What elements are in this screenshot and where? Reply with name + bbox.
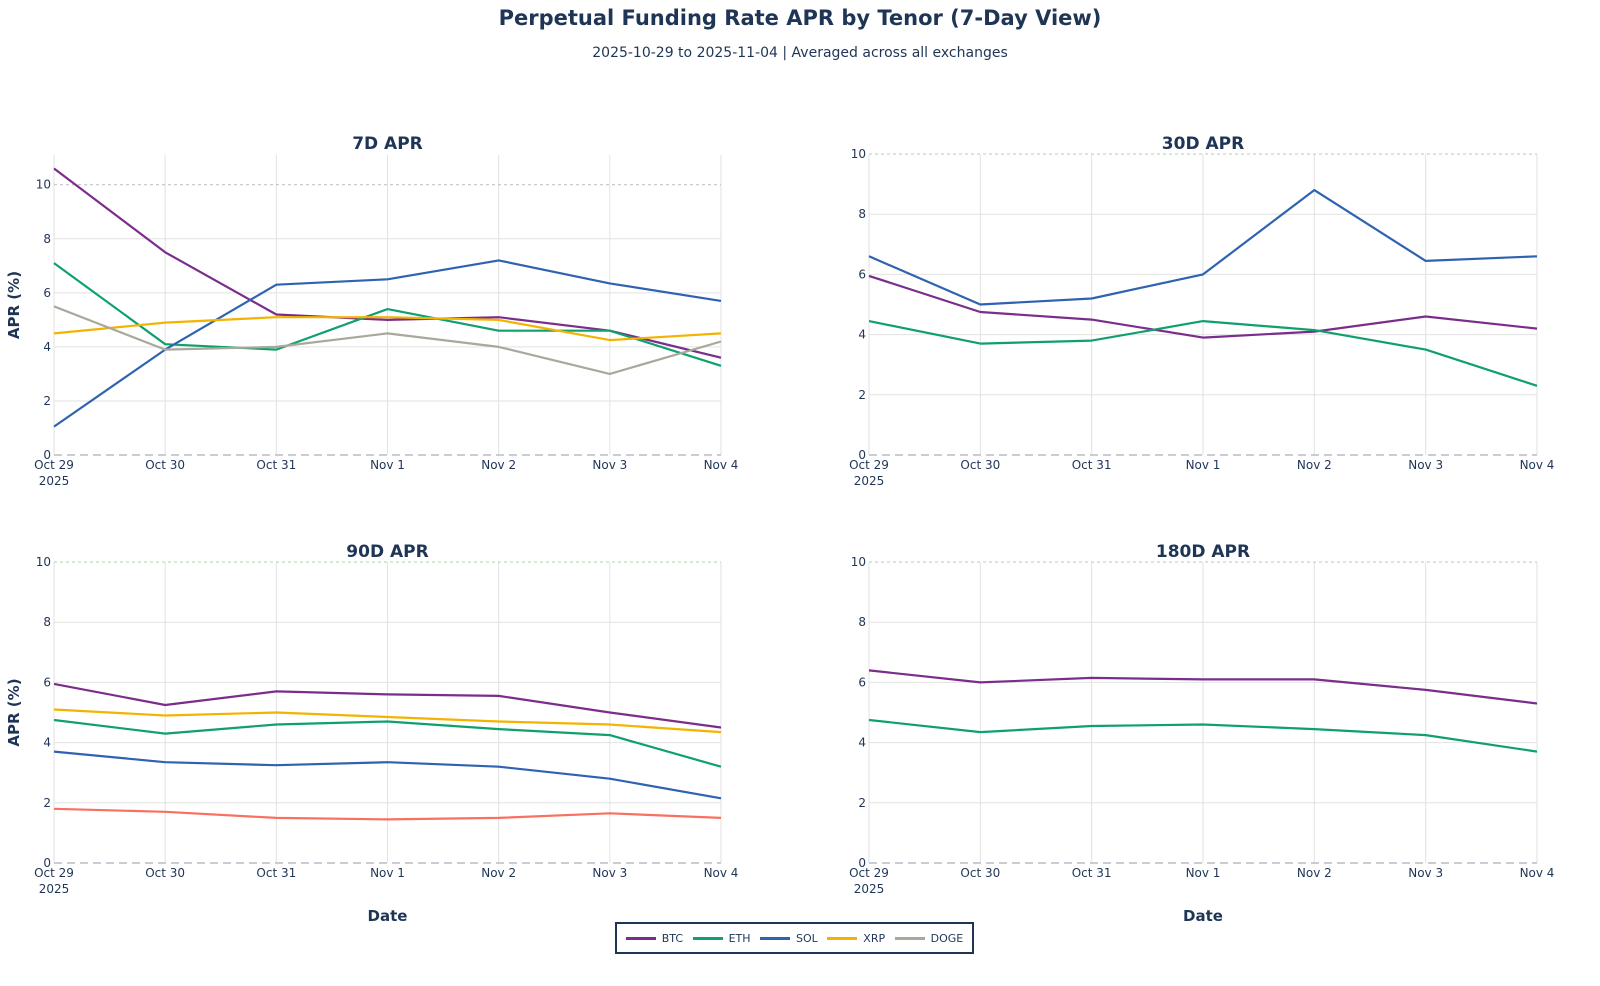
- x-tick-label: Nov 3: [1408, 458, 1443, 472]
- x-tick-label: Oct 29: [34, 458, 74, 472]
- series-line-doge: [53, 305, 722, 375]
- subplot-title: 180D APR: [1156, 542, 1250, 562]
- y-tick-label: 10: [36, 178, 51, 192]
- series-line-unnamed: [53, 807, 722, 821]
- y-tick-label: 8: [858, 615, 866, 629]
- legend-label: SOL: [796, 931, 818, 945]
- y-tick-label: 8: [858, 207, 866, 221]
- legend-label: XRP: [863, 931, 886, 945]
- x-tick-label: Oct 31: [256, 866, 296, 880]
- x-tick-label: Nov 3: [1408, 866, 1443, 880]
- y-tick-label: 6: [43, 286, 51, 300]
- legend-swatch: [692, 936, 723, 940]
- x-tick-label: Oct 31: [1072, 458, 1112, 472]
- y-tick-label: 4: [43, 340, 51, 354]
- x-tick-label: Nov 1: [370, 866, 405, 880]
- y-tick-label: 2: [858, 796, 866, 810]
- legend-item-sol[interactable]: SOL: [760, 932, 818, 945]
- x-tick-label: Oct 29: [849, 866, 889, 880]
- legend-swatch: [625, 936, 656, 940]
- figure-title: Perpetual Funding Rate APR by Tenor (7-D…: [498, 6, 1102, 30]
- x-tick-label: Oct 30: [960, 866, 1000, 880]
- x-tick-year: 2025: [39, 882, 70, 896]
- x-tick-label: Oct 30: [145, 866, 185, 880]
- y-tick-label: 0: [858, 856, 866, 870]
- x-tick-label: Nov 4: [1520, 866, 1555, 880]
- legend-swatch: [894, 936, 925, 940]
- x-tick-label: Nov 1: [1186, 866, 1221, 880]
- y-tick-label: 8: [43, 232, 51, 246]
- x-tick-label: Oct 30: [960, 458, 1000, 472]
- x-tick-label: Nov 2: [1297, 866, 1332, 880]
- x-tick-label: Oct 29: [34, 866, 74, 880]
- x-tick-year: 2025: [854, 882, 885, 896]
- x-tick-label: Oct 31: [256, 458, 296, 472]
- y-tick-label: 10: [36, 555, 51, 569]
- series-line-eth: [53, 718, 722, 768]
- y-tick-label: 10: [851, 147, 866, 161]
- series-line-eth: [868, 320, 1538, 387]
- x-tick-label: Nov 2: [1297, 458, 1332, 472]
- series-line-eth: [868, 718, 1538, 753]
- x-axis-label: Date: [368, 907, 408, 925]
- x-tick-year: 2025: [854, 474, 885, 488]
- x-tick-label: Nov 2: [481, 866, 516, 880]
- legend-swatch: [760, 936, 791, 940]
- y-tick-label: 2: [858, 388, 866, 402]
- y-tick-label: 0: [43, 856, 51, 870]
- y-axis-label: APR (%): [5, 271, 23, 339]
- y-tick-label: 4: [43, 736, 51, 750]
- y-tick-label: 8: [43, 615, 51, 629]
- x-tick-label: Nov 4: [1520, 458, 1555, 472]
- x-tick-label: Oct 30: [145, 458, 185, 472]
- subplot-title: 30D APR: [1162, 134, 1244, 154]
- subplot-title: 7D APR: [352, 134, 423, 154]
- series-line-eth: [53, 262, 722, 367]
- legend-swatch: [827, 936, 858, 940]
- x-tick-label: Nov 1: [1186, 458, 1221, 472]
- figure-subtitle: 2025-10-29 to 2025-11-04 | Averaged acro…: [592, 45, 1008, 61]
- legend-item-btc[interactable]: BTC: [625, 931, 684, 945]
- series-line-btc: [868, 274, 1538, 339]
- x-tick-label: Oct 31: [1072, 866, 1112, 880]
- x-tick-label: Nov 2: [481, 458, 516, 472]
- x-tick-label: Nov 3: [592, 458, 627, 472]
- y-axis-label: APR (%): [5, 678, 23, 746]
- x-tick-year: 2025: [39, 474, 70, 488]
- y-tick-label: 10: [851, 555, 866, 569]
- series-line-xrp: [53, 316, 722, 342]
- series-line-btc: [868, 669, 1538, 705]
- legend-label: ETH: [728, 931, 751, 945]
- y-tick-label: 4: [858, 328, 866, 342]
- legend-item-xrp[interactable]: XRP: [827, 932, 885, 945]
- x-axis-label: Date: [1183, 907, 1223, 925]
- legend-item-doge[interactable]: DOGE: [894, 931, 964, 945]
- y-tick-label: 6: [858, 267, 866, 281]
- legend: BTC ETH SOL XRP DOGE: [615, 922, 974, 954]
- x-tick-label: Oct 29: [849, 458, 889, 472]
- x-tick-label: Nov 1: [370, 458, 405, 472]
- y-tick-label: 0: [43, 448, 51, 462]
- y-tick-label: 2: [43, 796, 51, 810]
- y-tick-label: 2: [43, 394, 51, 408]
- series-line-sol: [868, 189, 1538, 306]
- y-tick-label: 6: [43, 675, 51, 689]
- x-tick-label: Nov 4: [704, 866, 739, 880]
- series-line-sol: [53, 750, 722, 800]
- legend-item-eth[interactable]: ETH: [692, 931, 751, 945]
- x-tick-label: Nov 4: [704, 458, 739, 472]
- y-tick-label: 6: [858, 675, 866, 689]
- legend-label: BTC: [661, 931, 684, 945]
- subplot-title: 90D APR: [346, 542, 428, 562]
- series-line-xrp: [53, 708, 722, 734]
- y-tick-label: 0: [858, 448, 866, 462]
- legend-label: DOGE: [930, 931, 964, 945]
- y-tick-label: 4: [858, 736, 866, 750]
- x-tick-label: Nov 3: [592, 866, 627, 880]
- series-line-btc: [53, 682, 722, 729]
